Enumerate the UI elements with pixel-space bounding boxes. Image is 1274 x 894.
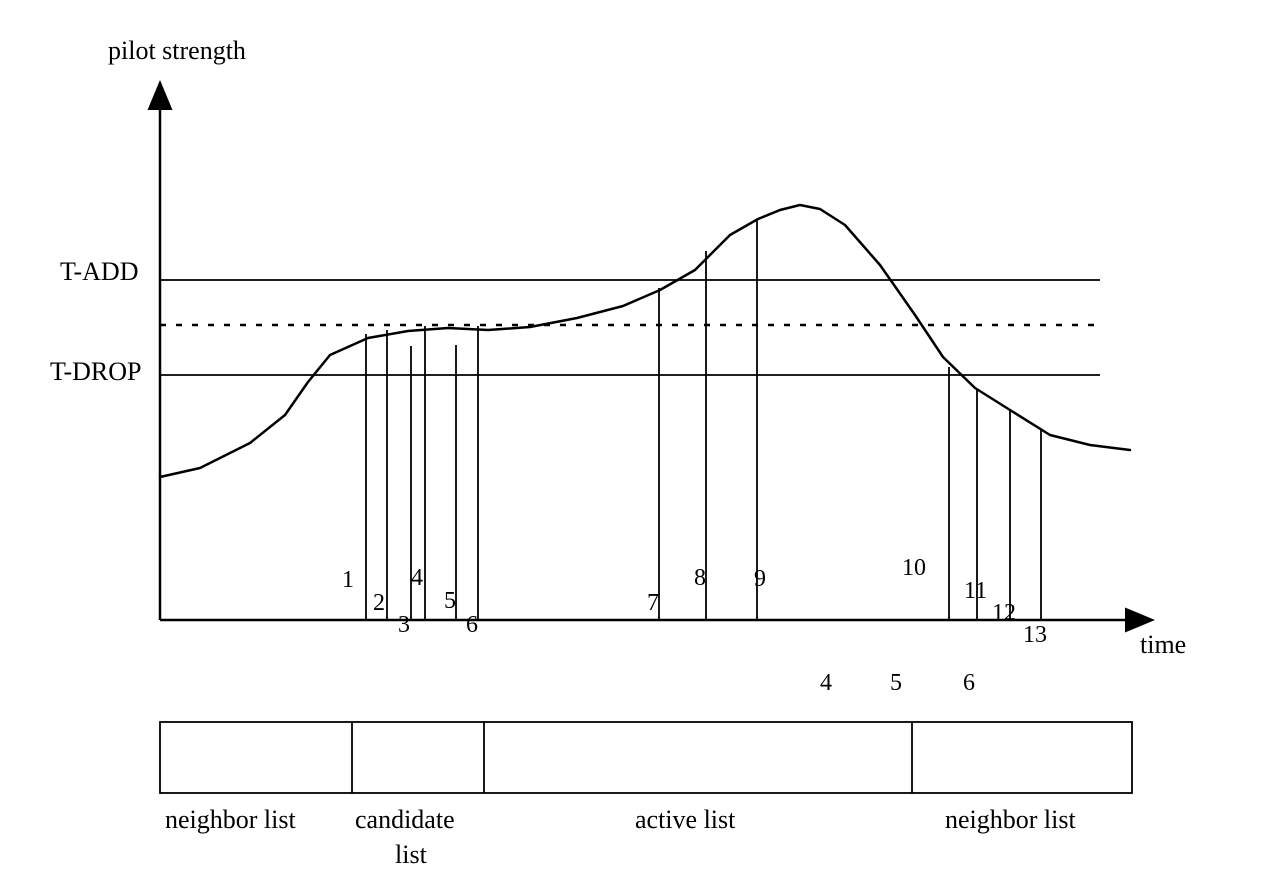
event-label: 10 — [902, 555, 926, 582]
event-label: 1 — [342, 567, 354, 594]
event-label: 3 — [398, 612, 410, 639]
diagram-canvas: pilot strength time T-ADD T-DROP 1234567… — [0, 0, 1274, 894]
plot-svg — [0, 0, 1274, 894]
event-label: 6 — [466, 612, 478, 639]
extra-time-label: 5 — [890, 670, 902, 697]
timeline-region-label: neighbor list — [945, 805, 1076, 835]
timeline-region-label: candidate — [355, 805, 455, 835]
event-label: 2 — [373, 590, 385, 617]
event-label: 4 — [411, 565, 423, 592]
event-label: 7 — [647, 590, 659, 617]
event-label: 9 — [754, 566, 766, 593]
timeline-region-label: active list — [635, 805, 735, 835]
event-label: 13 — [1023, 622, 1047, 649]
event-label: 8 — [694, 565, 706, 592]
extra-time-label: 6 — [963, 670, 975, 697]
event-label: 12 — [992, 600, 1016, 627]
event-label: 5 — [444, 588, 456, 615]
extra-time-label: 4 — [820, 670, 832, 697]
timeline-region-label: list — [395, 840, 427, 870]
event-label: 11 — [964, 578, 987, 605]
timeline-region-label: neighbor list — [165, 805, 296, 835]
